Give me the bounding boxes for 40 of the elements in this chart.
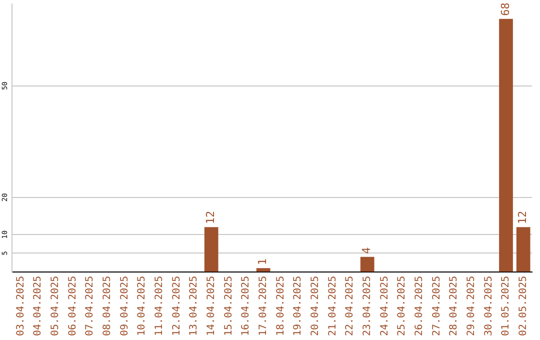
x-tick-label: 30.04.2025 xyxy=(483,276,494,336)
x-tick-label: 08.04.2025 xyxy=(102,276,113,336)
x-tick-label: 06.04.2025 xyxy=(67,276,78,336)
x-tick-label: 28.04.2025 xyxy=(448,276,460,336)
data-label: 12 xyxy=(516,210,530,224)
bar xyxy=(204,227,218,272)
x-tick-label: 03.04.2025 xyxy=(15,276,26,336)
x-tick-label: 22.04.2025 xyxy=(344,276,356,336)
x-tick-label: 02.05.2025 xyxy=(518,276,529,336)
bar xyxy=(499,18,513,272)
bar xyxy=(256,268,270,272)
x-tick-label: 26.04.2025 xyxy=(414,276,425,336)
x-tick-label: 19.04.2025 xyxy=(292,276,304,336)
x-tick-label: 23.04.2025 xyxy=(362,276,373,336)
x-tick-label: 18.04.2025 xyxy=(275,276,286,336)
bar xyxy=(360,256,374,272)
x-tick-label: 14.04.2025 xyxy=(206,276,217,336)
x-tick-label: 11.04.2025 xyxy=(154,276,165,336)
x-tick-label: 20.04.2025 xyxy=(310,276,321,336)
bar xyxy=(516,227,530,272)
data-label: 12 xyxy=(204,210,218,224)
x-tick-label: 15.04.2025 xyxy=(223,276,234,336)
x-tick-label: 07.04.2025 xyxy=(84,276,96,336)
data-label: 4 xyxy=(360,246,374,254)
x-tick-label: 16.04.2025 xyxy=(240,276,252,336)
x-tick-label: 09.04.2025 xyxy=(119,276,130,336)
x-tick-label: 29.04.2025 xyxy=(466,276,477,336)
x-tick-label: 13.04.2025 xyxy=(188,276,200,336)
x-tick-label: 21.04.2025 xyxy=(327,276,338,336)
x-tick-label: 17.04.2025 xyxy=(258,276,269,336)
x-tick-label: 27.04.2025 xyxy=(431,276,442,336)
x-tick-label: 05.04.2025 xyxy=(50,276,61,336)
x-tick-label: 24.04.2025 xyxy=(379,276,390,336)
x-tick-label: 12.04.2025 xyxy=(171,276,182,336)
data-label: 68 xyxy=(498,2,512,16)
x-tick-label: 04.04.2025 xyxy=(32,276,44,336)
x-tick-label: 25.04.2025 xyxy=(396,276,408,336)
x-tick-label: 10.04.2025 xyxy=(136,276,148,336)
x-tick-label: 01.05.2025 xyxy=(500,276,512,336)
data-label: 1 xyxy=(256,258,270,266)
